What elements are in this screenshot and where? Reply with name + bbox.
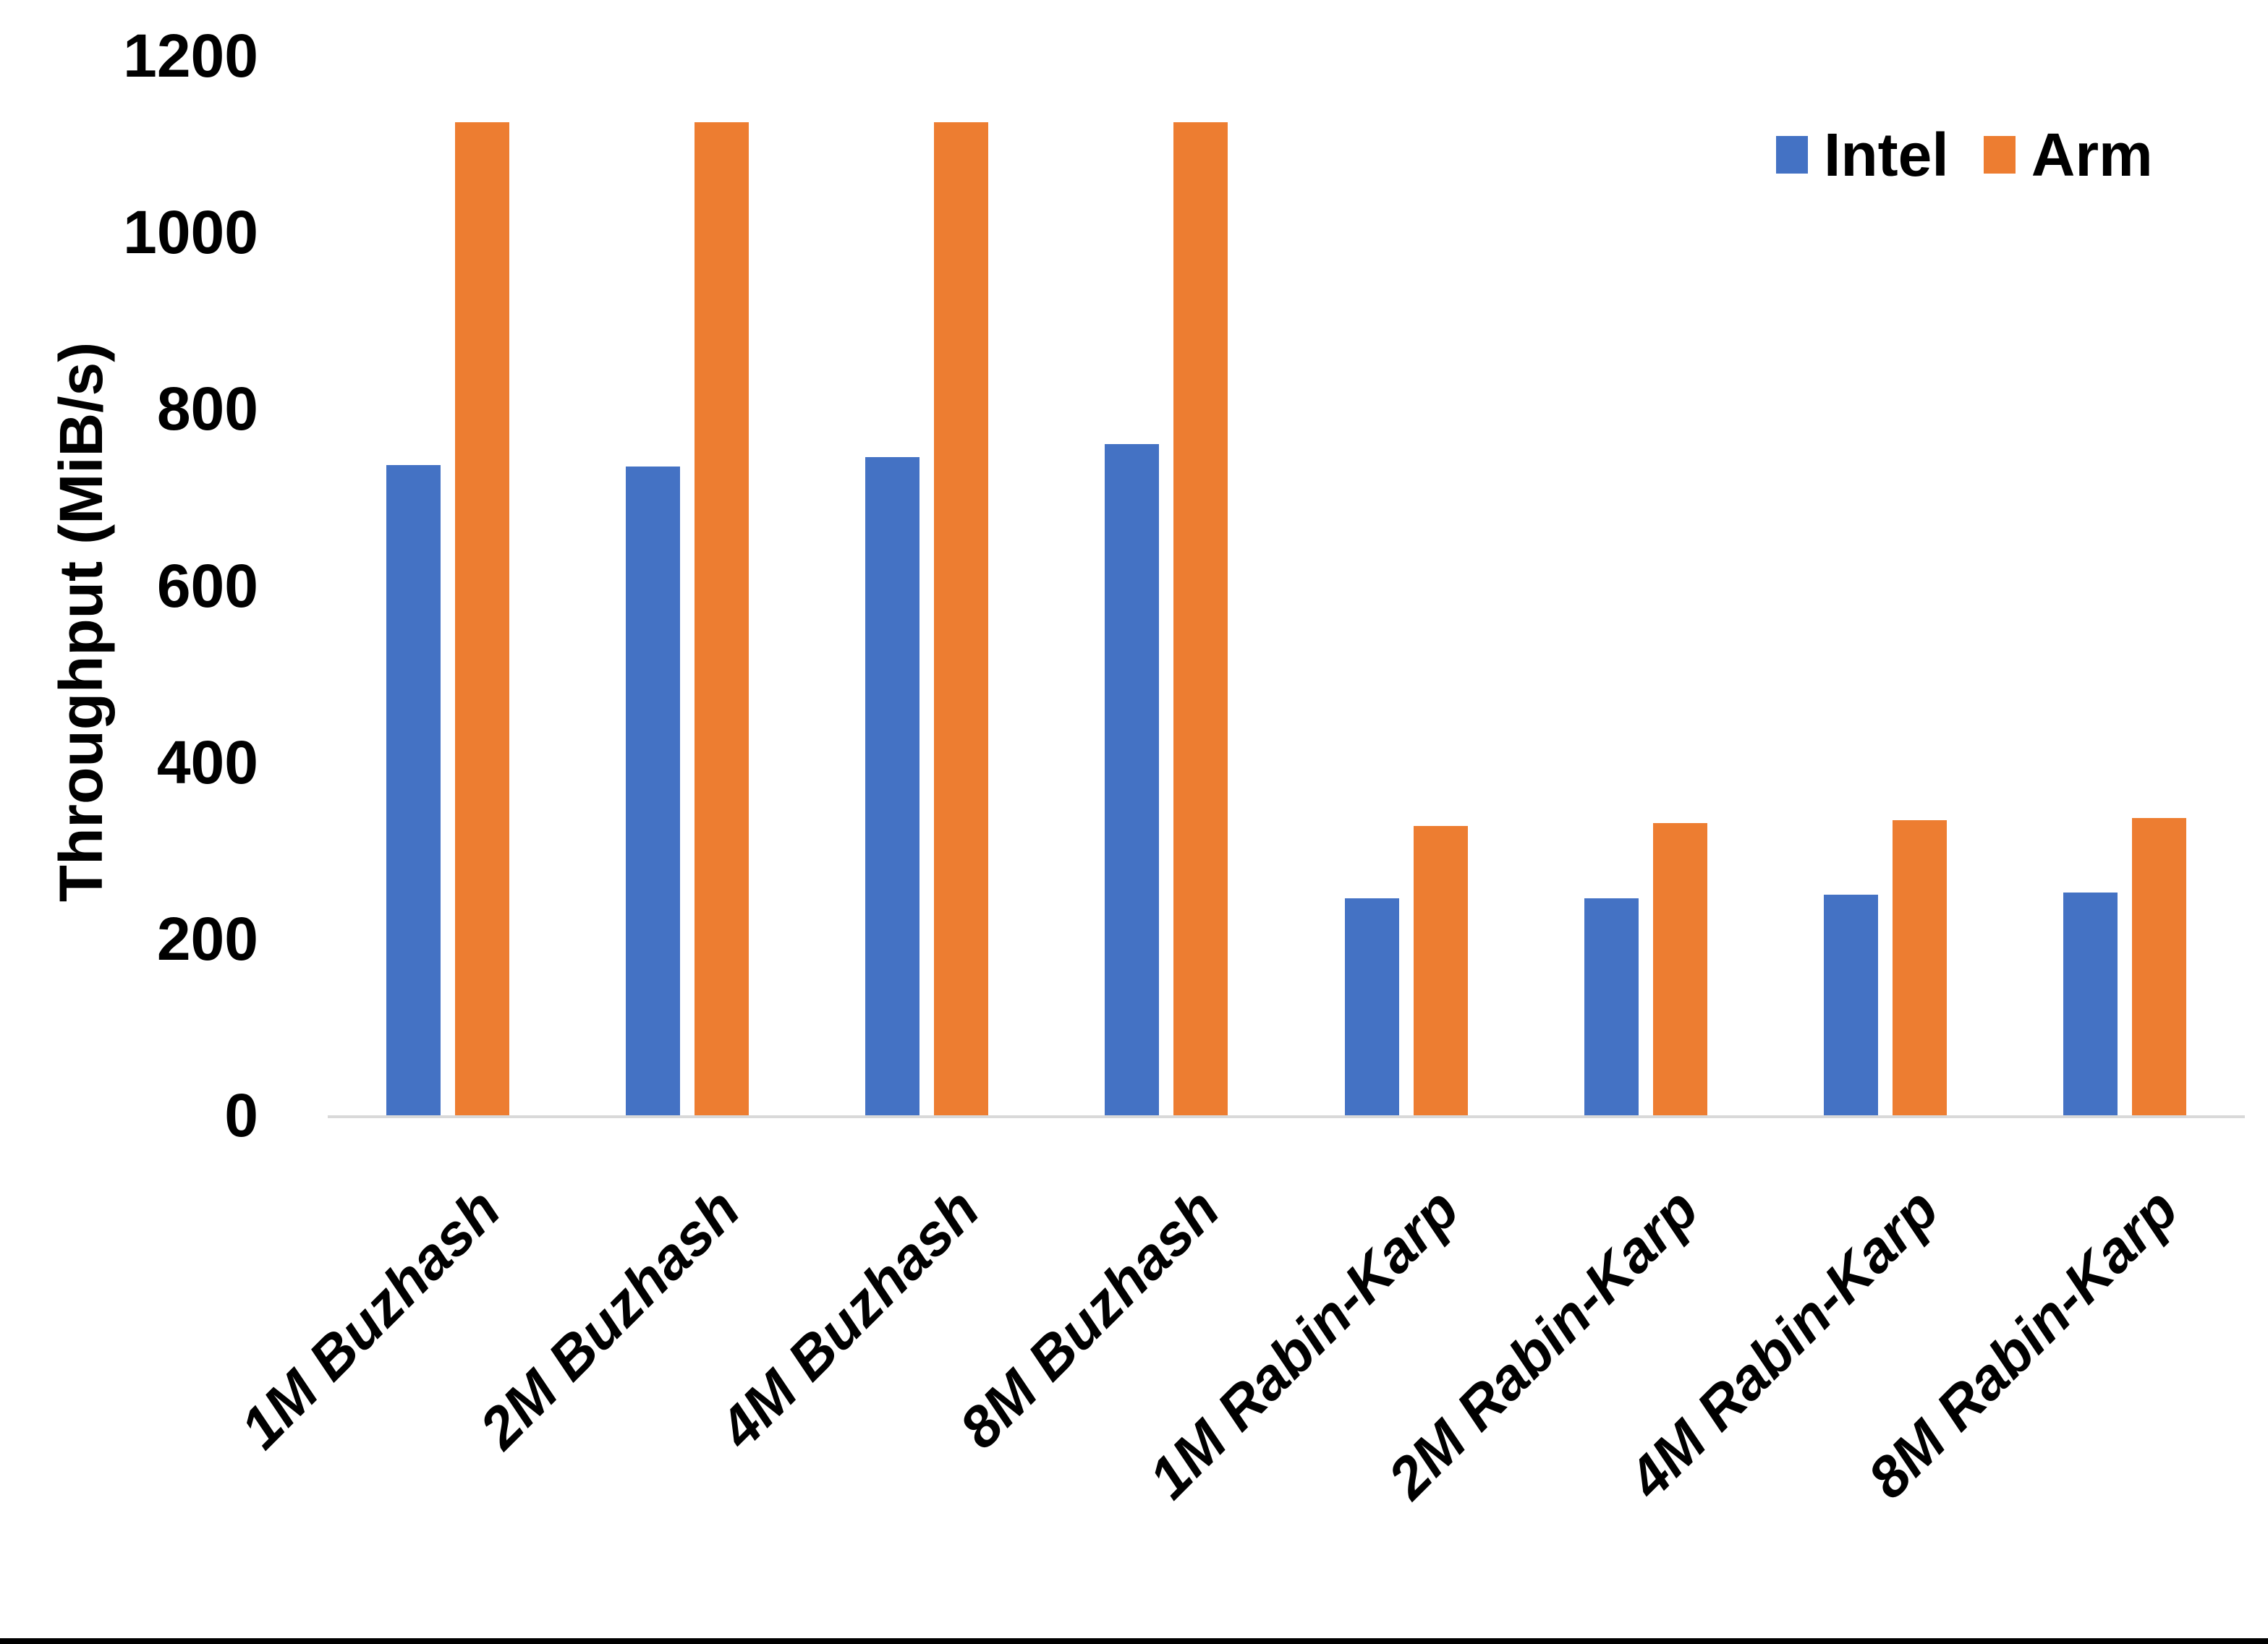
y-tick-label-600: 600 <box>156 551 258 620</box>
bar-intel-8m-rabin-karp <box>2063 893 2118 1115</box>
legend-swatch-intel <box>1776 136 1808 174</box>
x-category-label-1m-buzhash: 1M Buzhash <box>228 1176 513 1461</box>
x-axis-line <box>328 1115 2245 1118</box>
legend-item-intel: Intel <box>1776 124 1949 185</box>
y-tick-label-800: 800 <box>156 375 258 443</box>
bar-intel-2m-rabin-karp <box>1584 898 1639 1115</box>
legend-label-intel: Intel <box>1824 121 1949 189</box>
legend-item-arm: Arm <box>1983 121 2153 189</box>
bar-intel-1m-rabin-karp <box>1344 898 1399 1115</box>
bar-arm-4m-rabin-karp <box>1893 820 1948 1115</box>
bar-arm-8m-rabin-karp <box>2132 817 2187 1115</box>
bar-intel-2m-buzhash <box>625 466 680 1115</box>
legend: Intel Arm <box>1776 124 2153 185</box>
y-tick-label-1000: 1000 <box>123 198 258 267</box>
bottom-border <box>0 1638 2268 1644</box>
y-tick-label-200: 200 <box>156 904 258 973</box>
bar-arm-2m-buzhash <box>694 122 749 1115</box>
bar-arm-8m-buzhash <box>1173 122 1228 1115</box>
bar-intel-1m-buzhash <box>386 465 441 1115</box>
bar-arm-1m-rabin-karp <box>1413 825 1468 1115</box>
legend-swatch-arm <box>1983 136 2016 174</box>
bar-intel-8m-buzhash <box>1105 444 1160 1115</box>
y-tick-label-1200: 1200 <box>123 22 258 90</box>
y-tick-label-400: 400 <box>156 728 258 796</box>
legend-label-arm: Arm <box>2031 121 2153 189</box>
bar-intel-4m-rabin-karp <box>1824 894 1879 1115</box>
bar-arm-2m-rabin-karp <box>1652 822 1707 1115</box>
y-tick-label-0: 0 <box>224 1081 258 1149</box>
bar-arm-1m-buzhash <box>454 122 509 1115</box>
bar-arm-4m-buzhash <box>934 122 989 1115</box>
bar-intel-4m-buzhash <box>865 457 920 1115</box>
